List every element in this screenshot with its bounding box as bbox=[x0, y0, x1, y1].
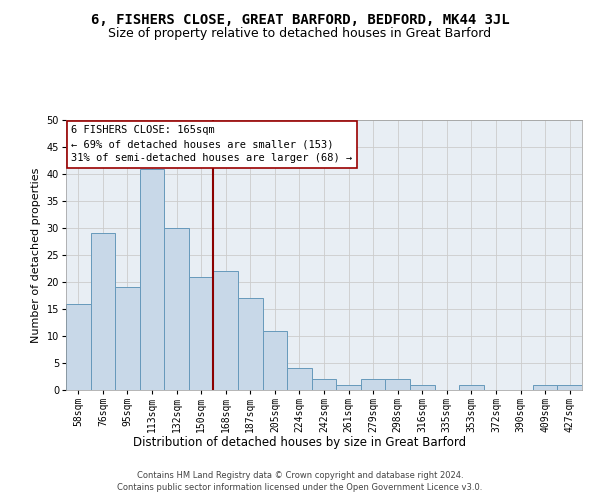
Bar bbox=[410, 384, 434, 390]
Bar bbox=[263, 330, 287, 390]
Bar bbox=[214, 271, 238, 390]
Text: 6 FISHERS CLOSE: 165sqm
← 69% of detached houses are smaller (153)
31% of semi-d: 6 FISHERS CLOSE: 165sqm ← 69% of detache… bbox=[71, 126, 352, 164]
Bar bbox=[336, 384, 361, 390]
Bar bbox=[533, 384, 557, 390]
Bar bbox=[459, 384, 484, 390]
Bar bbox=[385, 379, 410, 390]
Text: Distribution of detached houses by size in Great Barford: Distribution of detached houses by size … bbox=[133, 436, 467, 449]
Bar bbox=[287, 368, 312, 390]
Bar bbox=[557, 384, 582, 390]
Bar bbox=[312, 379, 336, 390]
Bar bbox=[189, 276, 214, 390]
Bar bbox=[238, 298, 263, 390]
Bar bbox=[140, 168, 164, 390]
Text: Contains public sector information licensed under the Open Government Licence v3: Contains public sector information licen… bbox=[118, 484, 482, 492]
Bar bbox=[115, 288, 140, 390]
Bar bbox=[91, 234, 115, 390]
Bar bbox=[361, 379, 385, 390]
Text: Contains HM Land Registry data © Crown copyright and database right 2024.: Contains HM Land Registry data © Crown c… bbox=[137, 471, 463, 480]
Bar bbox=[164, 228, 189, 390]
Y-axis label: Number of detached properties: Number of detached properties bbox=[31, 168, 41, 342]
Text: 6, FISHERS CLOSE, GREAT BARFORD, BEDFORD, MK44 3JL: 6, FISHERS CLOSE, GREAT BARFORD, BEDFORD… bbox=[91, 12, 509, 26]
Bar bbox=[66, 304, 91, 390]
Text: Size of property relative to detached houses in Great Barford: Size of property relative to detached ho… bbox=[109, 28, 491, 40]
